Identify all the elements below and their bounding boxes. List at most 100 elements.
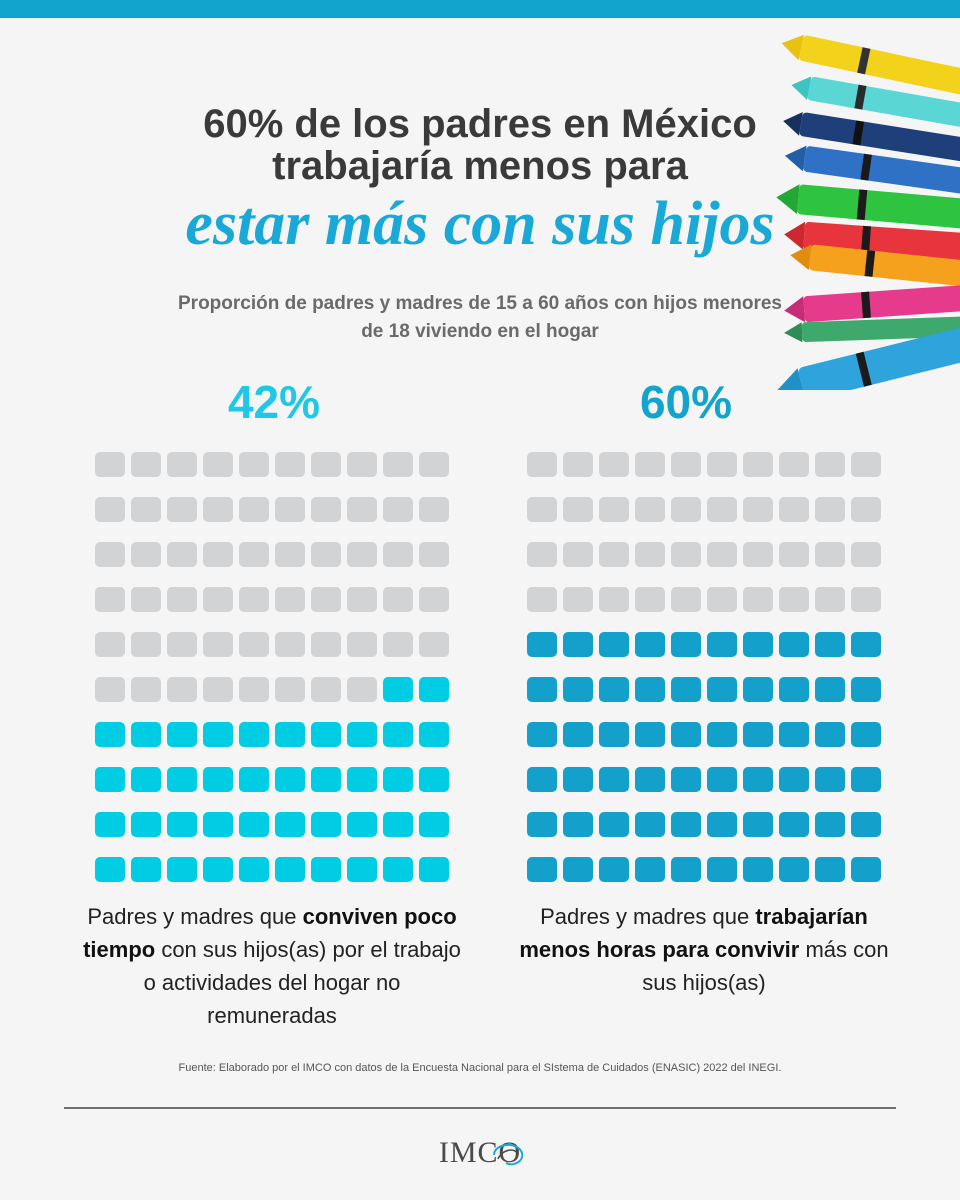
waffle-cell-empty	[599, 587, 629, 612]
waffle-cell-filled	[275, 812, 305, 837]
waffle-cell-empty	[131, 587, 161, 612]
waffle-cell-filled	[635, 632, 665, 657]
waffle-cell-filled	[599, 722, 629, 747]
waffle-cell-empty	[167, 587, 197, 612]
waffle-cell-filled	[599, 677, 629, 702]
waffle-cell-filled	[527, 767, 557, 792]
waffle-cell-filled	[671, 857, 701, 882]
waffle-cell-filled	[779, 857, 809, 882]
waffle-cell-filled	[563, 722, 593, 747]
waffle-cell-empty	[275, 677, 305, 702]
waffle-cell-filled	[275, 857, 305, 882]
waffle-cell-empty	[599, 452, 629, 477]
waffle-cell-empty	[311, 542, 341, 567]
waffle-cell-filled	[419, 812, 449, 837]
waffle-cell-empty	[347, 542, 377, 567]
waffle-cell-empty	[851, 452, 881, 477]
waffle-cell-filled	[707, 632, 737, 657]
waffle-cell-empty	[527, 542, 557, 567]
waffle-cell-empty	[815, 497, 845, 522]
waffle-cell-filled	[347, 812, 377, 837]
waffle-cell-empty	[131, 542, 161, 567]
waffle-cell-empty	[419, 632, 449, 657]
imco-swirl-icon	[493, 1144, 524, 1166]
waffle-cell-filled	[383, 722, 413, 747]
waffle-cell-filled	[131, 767, 161, 792]
waffle-cell-filled	[599, 812, 629, 837]
waffle-cell-filled	[203, 767, 233, 792]
waffle-cell-filled	[743, 767, 773, 792]
waffle-cell-empty	[311, 632, 341, 657]
waffle-cell-empty	[167, 452, 197, 477]
waffle-cell-filled	[95, 857, 125, 882]
waffle-cell-empty	[815, 587, 845, 612]
waffle-cell-filled	[743, 812, 773, 837]
waffle-cell-filled	[311, 857, 341, 882]
waffle-cell-empty	[95, 497, 125, 522]
waffle-cell-empty	[743, 542, 773, 567]
waffle-cell-filled	[779, 677, 809, 702]
waffle-cell-empty	[347, 497, 377, 522]
waffle-cell-filled	[671, 677, 701, 702]
waffle-cell-filled	[419, 767, 449, 792]
waffle-cell-empty	[239, 632, 269, 657]
waffle-cell-filled	[203, 857, 233, 882]
logo-text: IMCO	[438, 1136, 522, 1169]
waffle-cell-filled	[131, 722, 161, 747]
waffle-cell-filled	[743, 632, 773, 657]
waffle-cell-empty	[527, 452, 557, 477]
waffle-cell-filled	[671, 722, 701, 747]
waffle-cell-filled	[527, 812, 557, 837]
waffle-cell-filled	[239, 767, 269, 792]
waffle-cell-filled	[635, 677, 665, 702]
waffle-cell-empty	[311, 452, 341, 477]
waffle-cell-empty	[167, 677, 197, 702]
waffle-cell-empty	[95, 452, 125, 477]
waffle-cell-filled	[815, 767, 845, 792]
waffle-cell-filled	[275, 722, 305, 747]
left-description-part-1: Padres y madres que	[87, 904, 303, 929]
waffle-cell-empty	[347, 677, 377, 702]
waffle-cell-filled	[347, 857, 377, 882]
waffle-cell-empty	[203, 452, 233, 477]
waffle-cell-empty	[527, 497, 557, 522]
right-description-part-1: Padres y madres que	[540, 904, 756, 929]
waffle-cell-filled	[635, 722, 665, 747]
waffle-cell-filled	[707, 812, 737, 837]
waffle-cell-filled	[95, 767, 125, 792]
waffle-cell-empty	[311, 497, 341, 522]
waffle-cell-filled	[779, 722, 809, 747]
waffle-cell-filled	[815, 857, 845, 882]
waffle-cell-filled	[851, 677, 881, 702]
waffle-cell-empty	[743, 452, 773, 477]
waffle-cell-empty	[815, 542, 845, 567]
waffle-cell-empty	[707, 542, 737, 567]
waffle-cell-filled	[707, 677, 737, 702]
waffle-cell-empty	[347, 587, 377, 612]
waffle-cell-empty	[635, 452, 665, 477]
waffle-cell-filled	[527, 722, 557, 747]
waffle-cell-empty	[707, 587, 737, 612]
waffle-cell-empty	[167, 632, 197, 657]
waffle-cell-empty	[275, 542, 305, 567]
left-waffle-chart	[95, 452, 449, 884]
waffle-cell-empty	[815, 452, 845, 477]
waffle-cell-filled	[419, 677, 449, 702]
waffle-cell-filled	[383, 677, 413, 702]
waffle-cell-empty	[239, 677, 269, 702]
right-waffle-chart	[527, 452, 881, 884]
waffle-cell-empty	[671, 497, 701, 522]
waffle-cell-empty	[707, 497, 737, 522]
waffle-cell-empty	[383, 497, 413, 522]
left-percentage: 42%	[227, 376, 321, 428]
waffle-cell-filled	[599, 632, 629, 657]
waffle-cell-empty	[95, 632, 125, 657]
waffle-cell-empty	[779, 497, 809, 522]
waffle-cell-empty	[311, 587, 341, 612]
waffle-cell-empty	[419, 497, 449, 522]
waffle-cell-filled	[347, 722, 377, 747]
waffle-cell-filled	[527, 632, 557, 657]
waffle-cell-empty	[239, 542, 269, 567]
waffle-cell-filled	[671, 812, 701, 837]
waffle-cell-filled	[95, 812, 125, 837]
